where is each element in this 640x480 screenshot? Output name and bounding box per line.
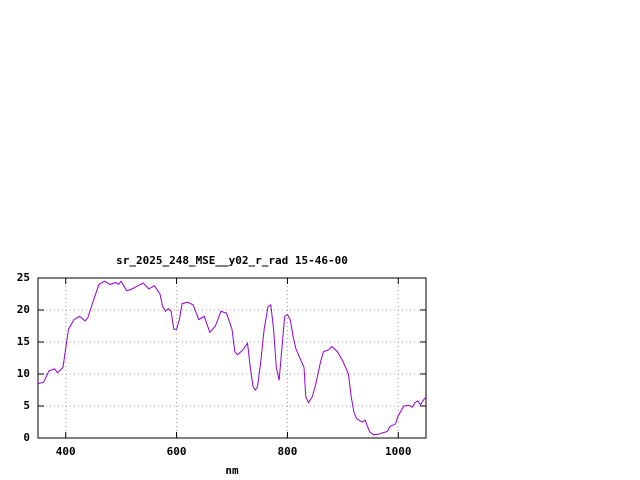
- x-tick-label: 400: [56, 445, 76, 458]
- y-tick-label: 25: [17, 271, 30, 284]
- y-tick-label: 10: [17, 367, 30, 380]
- x-tick-label: 600: [167, 445, 187, 458]
- y-tick-label: 20: [17, 303, 30, 316]
- y-tick-label: 0: [23, 431, 30, 444]
- y-tick-label: 5: [23, 399, 30, 412]
- x-tick-label: 1000: [385, 445, 412, 458]
- data-line: [37, 280, 427, 436]
- x-axis-label: nm: [225, 464, 239, 477]
- x-tick-label: 800: [277, 445, 297, 458]
- y-tick-label: 15: [17, 335, 30, 348]
- chart-title: sr_2025_248_MSE__y02_r_rad 15-46-00: [116, 254, 348, 267]
- plot-frame: [37, 277, 427, 439]
